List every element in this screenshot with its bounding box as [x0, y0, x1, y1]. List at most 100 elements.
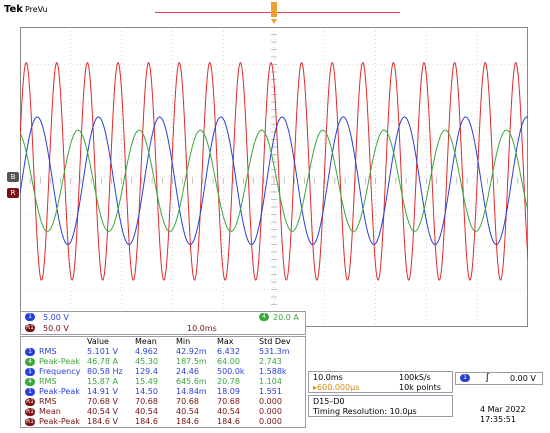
ref-time: 10.0ms — [187, 324, 217, 333]
ch4-badge: 4 — [259, 313, 269, 321]
ch1-scale-row[interactable]: 1 5.00 V 4 20.0 A — [21, 313, 305, 323]
measurement-source-badge: 4 — [25, 358, 35, 366]
measurement-value: 184.6 — [217, 417, 240, 426]
trigger-level: 0.00 V — [510, 374, 536, 383]
measurement-value: 2.743 — [259, 357, 282, 366]
horizontal-delay: ▸600.000µs — [313, 383, 360, 392]
measurement-value: 184.6 — [176, 417, 199, 426]
measurement-row[interactable]: R1 Mean 40.54 V 40.54 40.54 40.54 0.000 — [21, 407, 305, 417]
measurement-value: 1.104 — [259, 377, 282, 386]
ch1-ground-marker[interactable]: B — [7, 172, 19, 182]
measurement-value: 40.54 V — [87, 407, 118, 416]
col-stddev: Std Dev — [259, 337, 291, 346]
measurement-value: 500.0k — [217, 367, 245, 376]
measurement-value: 187.5m — [176, 357, 207, 366]
measurement-row[interactable]: 4 RMS 15.87 A 15.49 645.6m 20.78 1.104 — [21, 377, 305, 387]
measurement-value: 531.3m — [259, 347, 290, 356]
time-display: 17:35:51 — [480, 415, 516, 424]
trigger-source-badge: 1 — [460, 374, 470, 382]
measurement-value: 1.551 — [259, 387, 282, 396]
measurement-value: 46.78 A — [87, 357, 118, 366]
measurement-name: Peak-Peak — [39, 357, 80, 366]
measurement-value: 40.54 — [135, 407, 158, 416]
digital-panel[interactable]: D15–D0 Timing Resolution: 10.0µs — [308, 395, 453, 417]
measurement-value: 5.101 V — [87, 347, 118, 356]
measurement-value: 45.30 — [135, 357, 158, 366]
measurement-value: 70.68 — [217, 397, 240, 406]
ref-badge: R1 — [25, 324, 35, 332]
waveform-series-1 — [20, 61, 528, 281]
measurement-value: 0.000 — [259, 397, 282, 406]
brand-name: Tek — [4, 4, 23, 15]
measurement-name: Peak-Peak — [39, 387, 80, 396]
measurement-row[interactable]: 4 Peak-Peak 46.78 A 45.30 187.5m 64.00 2.743 — [21, 357, 305, 367]
measurement-value: 40.54 — [176, 407, 199, 416]
record-view-bar — [155, 12, 400, 13]
measurement-row[interactable]: 1 RMS 5.101 V 4.962 42.92m 6.432 531.3m — [21, 347, 305, 357]
measurement-name: RMS — [39, 397, 57, 406]
measurement-value: 40.54 — [217, 407, 240, 416]
measurements-header: Value Mean Min Max Std Dev — [21, 337, 305, 347]
ch4-scale: 20.0 A — [273, 313, 299, 322]
measurement-value: 14.50 — [135, 387, 158, 396]
col-value: Value — [87, 337, 109, 346]
col-mean: Mean — [135, 337, 157, 346]
measurement-value: 4.962 — [135, 347, 158, 356]
measurement-value: 0.000 — [259, 417, 282, 426]
timing-resolution: Timing Resolution: 10.0µs — [313, 407, 417, 416]
measurement-value: 14.84m — [176, 387, 207, 396]
measurement-row[interactable]: R1 RMS 70.68 V 70.68 70.68 70.68 0.000 — [21, 397, 305, 407]
ref-ground-marker[interactable]: R — [7, 188, 19, 198]
measurement-value: 80.58 Hz — [87, 367, 123, 376]
measurement-value: 24.46 — [176, 367, 199, 376]
measurement-value: 14.91 V — [87, 387, 118, 396]
measurement-source-badge: 1 — [25, 348, 35, 356]
ch1-scale: 5.00 V — [43, 313, 69, 322]
measurement-value: 0.000 — [259, 407, 282, 416]
waveform-series-3 — [20, 129, 528, 232]
measurement-value: 70.68 V — [87, 397, 118, 406]
measurement-row[interactable]: 1 Frequency 80.58 Hz 129.4 24.46 500.0k 1.588k — [21, 367, 305, 377]
timebase-panel[interactable]: 10.0ms ▸600.000µs 100kS/s 10k points — [308, 371, 453, 393]
waveform-display[interactable] — [20, 27, 528, 327]
measurements-panel: Value Mean Min Max Std Dev 1 RMS 5.101 V 4.… — [20, 336, 306, 428]
measurement-name: Peak-Peak — [39, 417, 80, 426]
measurement-name: Mean — [39, 407, 61, 416]
ref-scale: 50.0 V — [43, 324, 69, 333]
measurement-value: 70.68 — [135, 397, 158, 406]
measurement-value: 129.4 — [135, 367, 158, 376]
channel-scale-panel: 1 5.00 V 4 20.0 A R1 50.0 V 10.0ms — [20, 311, 306, 335]
brand-logo: Tek PreVu — [4, 4, 48, 15]
measurement-source-badge: 1 — [25, 388, 35, 396]
measurement-row[interactable]: R1 Peak-Peak 184.6 V 184.6 184.6 184.6 0.000 — [21, 417, 305, 427]
measurement-name: RMS — [39, 377, 57, 386]
acquisition-mode: PreVu — [24, 5, 48, 14]
measurement-source-badge: 1 — [25, 368, 35, 376]
ref-scale-row[interactable]: R1 50.0 V 10.0ms — [21, 324, 305, 334]
measurement-name: Frequency — [39, 367, 81, 376]
col-max: Max — [217, 337, 234, 346]
measurement-value: 184.6 V — [87, 417, 118, 426]
waveform-series-2 — [20, 116, 528, 246]
measurement-source-badge: R1 — [25, 408, 35, 416]
measurement-value: 184.6 — [135, 417, 158, 426]
measurement-source-badge: 4 — [25, 378, 35, 386]
measurement-value: 70.68 — [176, 397, 199, 406]
measurement-source-badge: R1 — [25, 398, 35, 406]
date-display: 4 Mar 2022 — [480, 405, 526, 414]
measurement-value: 1.588k — [259, 367, 287, 376]
measurement-row[interactable]: 1 Peak-Peak 14.91 V 14.50 14.84m 18.09 1.551 — [21, 387, 305, 397]
trigger-panel[interactable]: 1 ʃ 0.00 V — [455, 372, 543, 385]
ch1-badge: 1 — [25, 313, 35, 321]
sample-rate: 100kS/s — [399, 373, 431, 382]
measurement-value: 15.87 A — [87, 377, 118, 386]
trigger-slope-icon: ʃ — [486, 373, 490, 383]
digital-channels: D15–D0 — [313, 397, 345, 406]
horizontal-scale: 10.0ms — [313, 373, 343, 382]
measurement-value: 18.09 — [217, 387, 240, 396]
measurement-value: 6.432 — [217, 347, 240, 356]
measurement-value: 64.00 — [217, 357, 240, 366]
col-min: Min — [176, 337, 191, 346]
trigger-position-icon[interactable] — [270, 2, 278, 28]
measurement-value: 15.49 — [135, 377, 158, 386]
